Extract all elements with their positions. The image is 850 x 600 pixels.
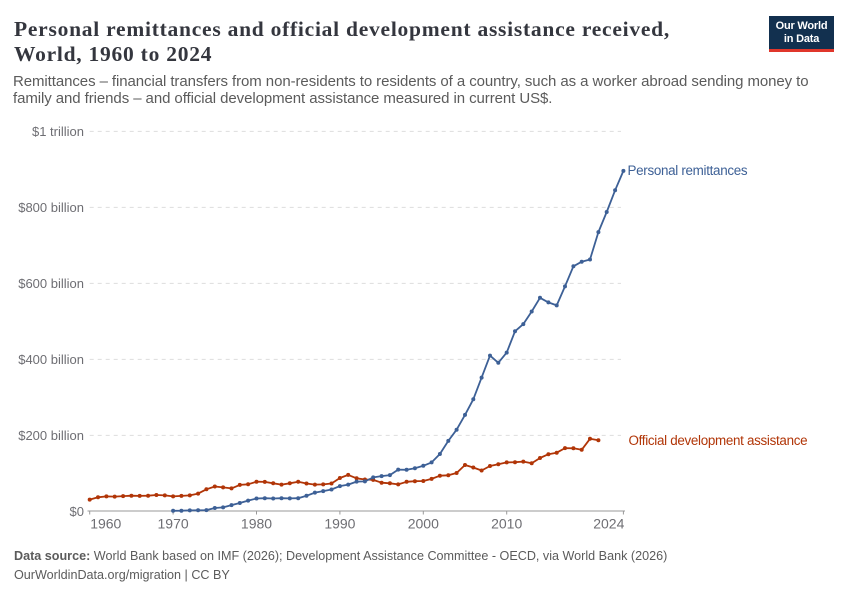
svg-text:$800 billion: $800 billion — [18, 200, 84, 215]
svg-text:1980: 1980 — [241, 516, 272, 532]
svg-text:$600 billion: $600 billion — [18, 276, 84, 291]
svg-text:$1 trillion: $1 trillion — [32, 124, 84, 139]
svg-text:1960: 1960 — [90, 516, 121, 532]
svg-text:1990: 1990 — [324, 516, 355, 532]
svg-text:2024: 2024 — [593, 516, 624, 532]
svg-text:Official development assistanc: Official development assistance — [629, 433, 808, 448]
svg-text:2010: 2010 — [491, 516, 522, 532]
svg-text:2000: 2000 — [408, 516, 439, 532]
svg-text:$0: $0 — [70, 504, 84, 519]
svg-text:$200 billion: $200 billion — [18, 428, 84, 443]
svg-text:Personal remittances: Personal remittances — [628, 163, 748, 178]
svg-text:$400 billion: $400 billion — [18, 352, 84, 367]
svg-text:1970: 1970 — [158, 516, 189, 532]
